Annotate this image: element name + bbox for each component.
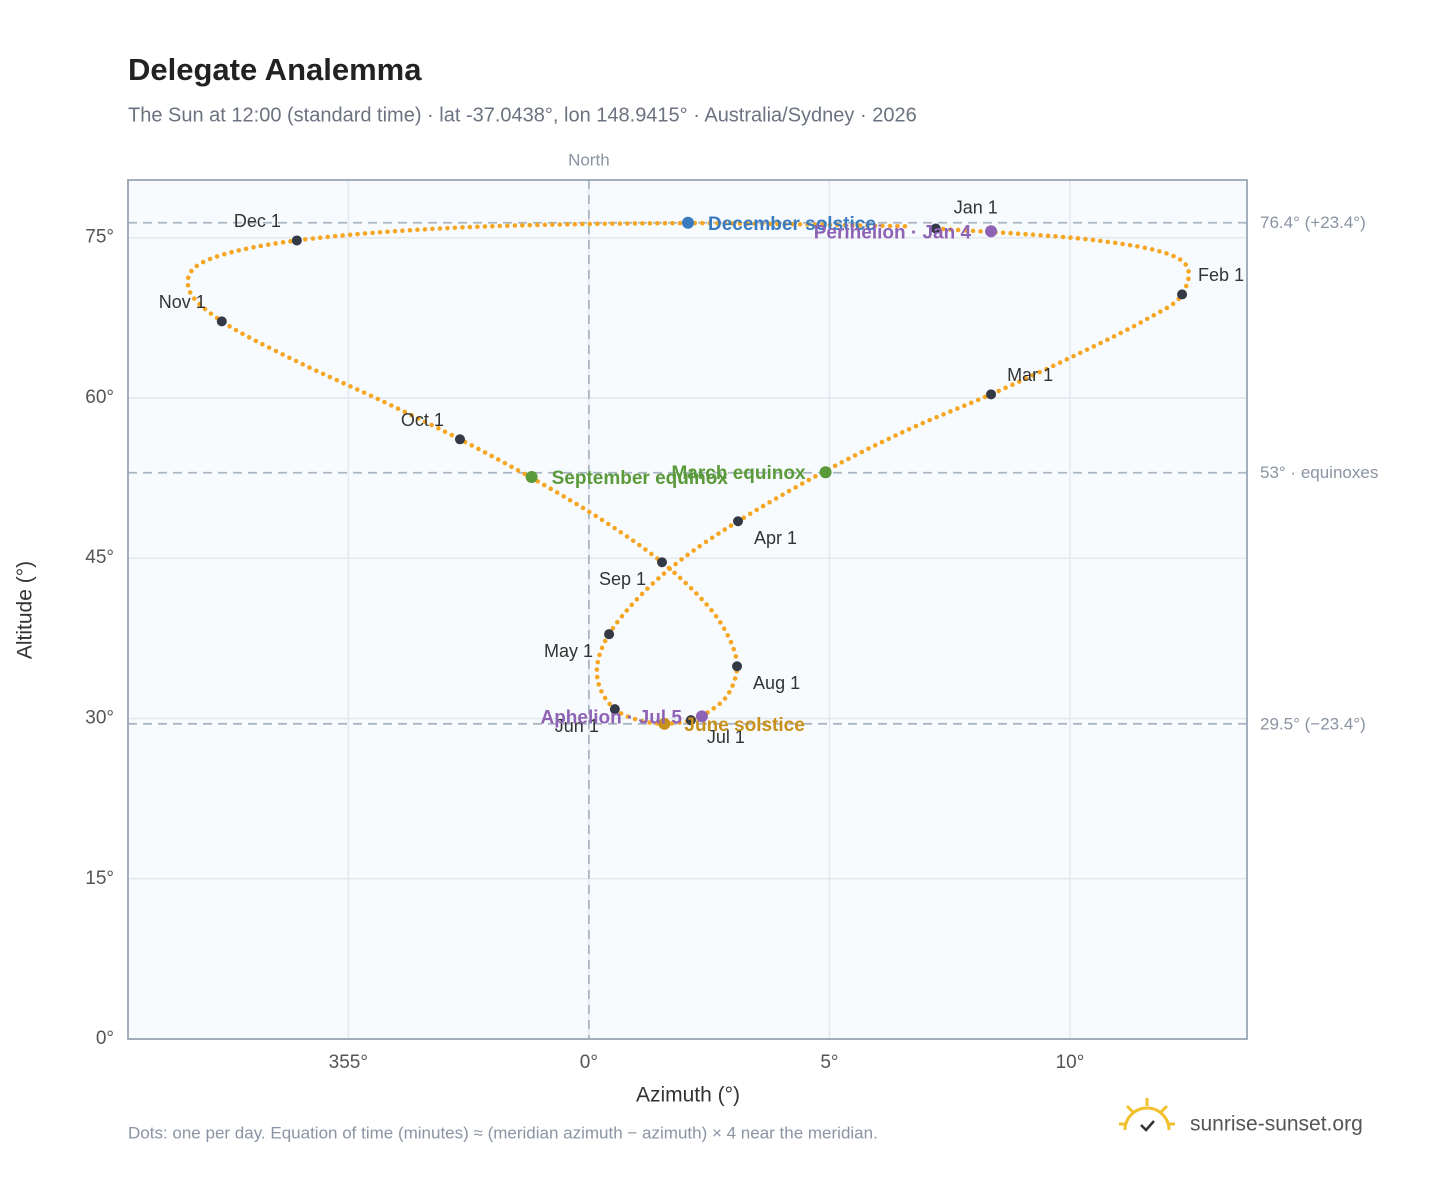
event-marker — [658, 717, 671, 730]
month-marker — [685, 715, 696, 726]
y-tick-label: 75° — [85, 227, 114, 248]
y-tick-label: 60° — [85, 387, 114, 408]
plot-frame — [127, 179, 1248, 1040]
event-marker — [695, 710, 708, 723]
reference-label: 76.4° (+23.4°) — [1260, 213, 1366, 232]
month-label: May 1 — [544, 641, 593, 661]
event-label: Perihelion · Jan 4 — [814, 222, 972, 243]
reference-label: 29.5° (−23.4°) — [1260, 714, 1366, 733]
month-marker — [216, 316, 227, 327]
month-label: Mar 1 — [1007, 365, 1053, 385]
month-marker — [733, 516, 744, 527]
month-marker — [291, 235, 302, 246]
reference-label: 53° · equinoxes — [1260, 463, 1378, 482]
analemma-dots — [185, 220, 1192, 726]
month-label: Dec 1 — [234, 211, 281, 231]
brand-name: sunrise-sunset.org — [1190, 1113, 1363, 1136]
event-marker — [985, 225, 998, 238]
event-marker — [525, 471, 538, 484]
month-label: Aug 1 — [753, 673, 800, 693]
x-tick-label: 355° — [329, 1052, 368, 1073]
event-marker — [681, 216, 694, 229]
month-marker — [732, 661, 743, 672]
x-tick-label: 5° — [820, 1052, 838, 1073]
month-marker — [609, 704, 620, 715]
footnote: Dots: one per day. Equation of time (min… — [128, 1123, 878, 1142]
month-marker — [454, 434, 465, 445]
x-tick-label: 10° — [1056, 1052, 1085, 1073]
month-label: Jun 1 — [555, 716, 599, 736]
event-label: March equinox — [671, 463, 806, 484]
y-tick-label: 0° — [96, 1028, 114, 1049]
chart-subtitle: The Sun at 12:00 (standard time) · lat -… — [128, 104, 917, 126]
event-marker — [819, 466, 832, 479]
month-marker — [986, 389, 997, 400]
event-label: December solstice — [708, 214, 876, 235]
y-tick-label: 15° — [85, 868, 114, 889]
event-label: September equinox — [552, 468, 729, 489]
month-label: Nov 1 — [159, 292, 206, 312]
month-marker — [1177, 289, 1188, 300]
month-label: Jan 1 — [954, 197, 998, 217]
y-tick-label: 30° — [85, 707, 114, 728]
brand-logo — [1119, 1098, 1175, 1132]
x-tick-label: 0° — [580, 1052, 598, 1073]
north-label: North — [568, 150, 610, 169]
x-axis-title: Azimuth (°) — [636, 1084, 740, 1107]
event-label: June solstice — [684, 715, 804, 736]
month-label: Jul 1 — [707, 727, 745, 747]
chart-title: Delegate Analemma — [128, 52, 422, 87]
plot-background — [128, 180, 1247, 1039]
month-marker — [604, 629, 615, 640]
event-label: Aphelion · Jul 5 — [540, 707, 682, 728]
y-axis-title: Altitude (°) — [14, 561, 37, 659]
month-label: Sep 1 — [599, 569, 646, 589]
y-tick-label: 45° — [85, 547, 114, 568]
month-label: Apr 1 — [754, 528, 797, 548]
month-marker — [657, 557, 668, 568]
month-marker — [930, 223, 941, 234]
month-label: Feb 1 — [1198, 265, 1244, 285]
month-label: Oct 1 — [401, 410, 444, 430]
